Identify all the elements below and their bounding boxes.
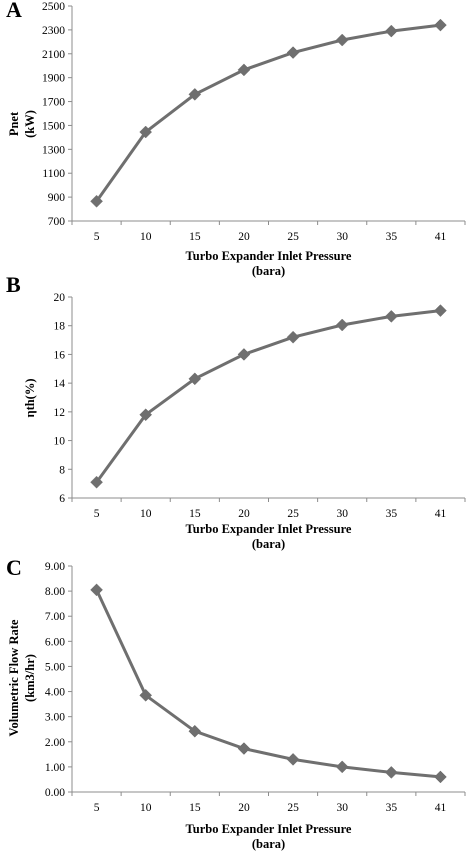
y-tick-label: 1500 (42, 120, 65, 132)
x-tick-label: 20 (238, 802, 250, 814)
x-tick-label: 25 (287, 508, 299, 520)
data-point-marker (434, 304, 447, 317)
data-point-marker (384, 766, 398, 779)
x-tick-label: 30 (336, 802, 348, 814)
y-tick-label: 700 (48, 216, 66, 228)
y-tick-label: 4.00 (45, 687, 65, 699)
y-tick-label: 1300 (42, 144, 65, 156)
x-tick-label: 35 (386, 231, 398, 243)
x-axis-title: Turbo Expander Inlet Pressure (186, 249, 352, 263)
x-tick-label: 35 (386, 508, 398, 520)
series-line (95, 309, 441, 484)
x-tick-label: 15 (189, 508, 201, 520)
panel-letter: C (6, 555, 22, 580)
x-tick-label: 20 (238, 231, 250, 243)
data-point-marker (90, 194, 103, 208)
x-tick-label: 25 (287, 231, 299, 243)
data-point-marker (434, 18, 447, 32)
y-tick-label: 2500 (42, 1, 65, 13)
y-axis-title: ηth(%) (23, 378, 37, 417)
data-point-marker (188, 724, 202, 738)
y-tick-label: 20 (54, 292, 66, 304)
x-tick-label: 41 (435, 508, 447, 520)
x-tick-label: 15 (189, 231, 201, 243)
y-tick-label: 1700 (42, 97, 65, 109)
data-point-marker (434, 770, 447, 784)
y-tick-label: 18 (54, 321, 66, 333)
x-axis-title: Turbo Expander Inlet Pressure (186, 822, 352, 836)
data-point-marker (90, 583, 103, 597)
y-tick-label: 9.00 (45, 561, 65, 573)
x-axis-unit: (bara) (252, 537, 285, 551)
chart-panel-a: A 700 900 1100 1300 1500 1700 1900 2100 2300 2500 5… (6, 0, 466, 278)
chart-panel-b: B 6 8 10 12 14 16 18 20 5 10 15 20 25 30 35 41 Turbo Expa… (6, 272, 466, 551)
data-point-marker (139, 408, 153, 422)
x-tick-label: 5 (94, 231, 100, 243)
data-point-marker (139, 688, 153, 702)
y-tick-label: 5.00 (45, 661, 65, 673)
x-tick-label: 30 (336, 508, 348, 520)
series-line (95, 23, 441, 203)
data-point-marker (237, 348, 251, 361)
data-point-marker (335, 33, 349, 47)
x-tick-label: 30 (336, 231, 348, 243)
y-tick-label: 8.00 (45, 586, 65, 598)
x-tick-label: 5 (94, 802, 100, 814)
x-tick-label: 35 (386, 802, 398, 814)
y-tick-label: 900 (48, 192, 66, 204)
data-point-marker (335, 760, 349, 774)
x-tick-label: 41 (435, 802, 447, 814)
data-point-marker (286, 330, 300, 344)
x-tick-label: 41 (435, 231, 447, 243)
x-axis-unit: (bara) (252, 264, 285, 278)
data-point-marker (384, 310, 398, 323)
data-point-marker (286, 753, 300, 766)
data-point-marker (139, 125, 153, 139)
y-tick-label: 2100 (42, 49, 65, 61)
x-tick-label: 25 (287, 802, 299, 814)
y-tick-label: 16 (54, 349, 66, 361)
y-tick-label: 2300 (42, 25, 65, 37)
y-axis-unit: (kW) (23, 110, 37, 138)
panel-letter: B (6, 272, 21, 297)
y-tick-label: 10 (54, 436, 66, 448)
y-tick-label: 8 (59, 464, 65, 476)
data-point-marker (90, 475, 103, 489)
y-tick-label: 6 (59, 493, 65, 505)
x-tick-label: 10 (140, 508, 152, 520)
y-tick-label: 12 (54, 407, 66, 419)
y-tick-label: 3.00 (45, 712, 65, 724)
data-point-marker (188, 372, 202, 386)
x-axis-title: Turbo Expander Inlet Pressure (186, 522, 352, 536)
chart-panel-c: C 0.00 1.00 2.00 3.00 4.00 5.00 6.00 7.00 8.00 9.0… (6, 555, 466, 851)
panel-letter: A (6, 0, 22, 22)
y-tick-label: 7.00 (45, 611, 65, 623)
y-tick-label: 0.00 (45, 787, 65, 799)
x-tick-label: 5 (94, 508, 100, 520)
data-point-marker (188, 88, 202, 101)
y-tick-label: 1900 (42, 73, 65, 85)
data-point-marker (237, 742, 251, 755)
data-point-marker (384, 24, 398, 38)
series-line (95, 589, 441, 779)
y-tick-label: 1.00 (45, 762, 65, 774)
data-point-marker (335, 318, 349, 332)
y-axis-unit: (km3/hr) (23, 654, 37, 702)
y-tick-label: 6.00 (45, 636, 65, 648)
y-tick-label: 1100 (42, 168, 65, 180)
x-tick-label: 10 (140, 802, 152, 814)
y-tick-label: 2.00 (45, 737, 65, 749)
data-point-marker (237, 63, 251, 77)
x-tick-label: 10 (140, 231, 152, 243)
x-tick-label: 15 (189, 802, 201, 814)
y-tick-label: 14 (54, 378, 66, 390)
y-axis-title: Pnet (7, 111, 21, 136)
x-tick-label: 20 (238, 508, 250, 520)
y-axis-title: Volumetric Flow Rate (7, 619, 21, 736)
data-point-marker (286, 46, 300, 59)
x-axis-unit: (bara) (252, 837, 285, 851)
